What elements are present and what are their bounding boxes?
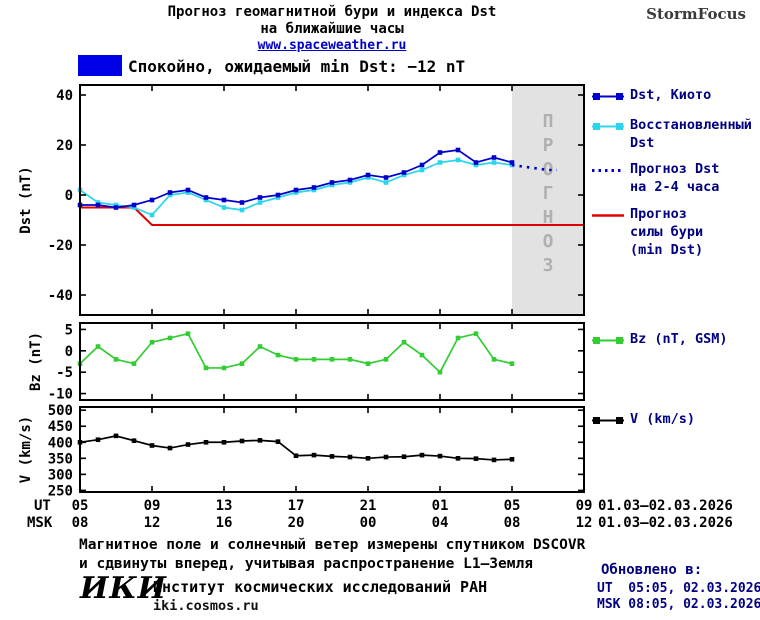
dscovr-note-line1: Магнитное поле и солнечный ветер измерен… [79, 537, 586, 553]
svg-text:450: 450 [48, 419, 73, 435]
svg-text:-40: -40 [48, 288, 73, 304]
storm-forecast-marker [592, 208, 624, 226]
svg-text:300: 300 [48, 467, 73, 483]
legend-storm-line2: силы бури [630, 224, 704, 240]
svg-text:20: 20 [288, 515, 305, 531]
updated-label: Обновлено в: [601, 562, 703, 578]
svg-text:О: О [543, 159, 554, 180]
svg-text:Н: Н [543, 207, 554, 228]
svg-text:40: 40 [56, 88, 73, 104]
svg-text:Р: Р [543, 135, 554, 156]
svg-text:350: 350 [48, 451, 73, 467]
page-subtitle: на ближайшие часы [260, 21, 404, 37]
svg-text:-20: -20 [48, 238, 73, 254]
svg-text:00: 00 [360, 515, 377, 531]
quiet-status-text: Спокойно, ожидаемый min Dst: −12 nT [128, 57, 466, 76]
legend-v-label: V (km/s) [630, 411, 696, 427]
iki-logo: ИКИ [80, 571, 167, 606]
svg-text:V (km/s): V (km/s) [18, 416, 34, 483]
updated-msk-time: MSK 08:05, 02.03.2026 [597, 597, 760, 612]
legend-forecast-dst-line2: на 2-4 часа [630, 179, 720, 195]
legend-storm-forecast: Прогноз силы бури (min Dst) [592, 205, 703, 259]
updated-ut-time: UT 05:05, 02.03.2026 [597, 581, 760, 596]
svg-text:400: 400 [48, 435, 73, 451]
spaceweather-link[interactable]: www.spaceweather.ru [257, 38, 407, 53]
svg-text:05: 05 [504, 498, 521, 514]
svg-text:16: 16 [216, 515, 233, 531]
svg-text:12: 12 [144, 515, 161, 531]
svg-text:0: 0 [65, 188, 73, 204]
legend-restored-line2: Dst [630, 135, 655, 151]
legend-dst-kyoto-label: Dst, Киото [630, 87, 712, 103]
v-marker [592, 413, 624, 431]
legend-bz: Bz (nT, GSM) [592, 330, 728, 351]
legend-dst-kyoto: Dst, Киото [592, 86, 711, 107]
bz-marker [592, 333, 624, 351]
brand-stormfocus: StormFocus [646, 5, 746, 23]
dst-kyoto-marker [592, 89, 624, 107]
svg-text:04: 04 [432, 515, 449, 531]
svg-text:21: 21 [360, 498, 377, 514]
legend-restored-dst: Восстановленный Dst [592, 116, 752, 152]
legend-v: V (km/s) [592, 410, 695, 431]
svg-text:Bz (nT): Bz (nT) [28, 332, 44, 391]
legend-storm-line3: (min Dst) [630, 242, 704, 258]
forecast-dst-marker [592, 163, 624, 181]
svg-text:-5: -5 [56, 365, 73, 381]
iki-site-link[interactable]: iki.cosmos.ru [153, 598, 259, 614]
restored-dst-marker [592, 119, 624, 137]
svg-text:З: З [543, 255, 554, 276]
legend-restored-line1: Восстановленный [630, 117, 752, 133]
svg-text:17: 17 [288, 498, 305, 514]
legend-bz-label: Bz (nT, GSM) [630, 331, 728, 347]
svg-text:О: О [543, 231, 554, 252]
legend-forecast-dst: Прогноз Dst на 2-4 часа [592, 160, 719, 196]
svg-text:05: 05 [72, 498, 89, 514]
svg-text:01: 01 [432, 498, 449, 514]
svg-text:01.03—02.03.2026: 01.03—02.03.2026 [598, 498, 733, 514]
svg-text:Dst (nT): Dst (nT) [18, 166, 34, 233]
svg-text:09: 09 [144, 498, 161, 514]
svg-text:01.03—02.03.2026: 01.03—02.03.2026 [598, 515, 733, 531]
quiet-status-swatch [78, 55, 122, 76]
svg-text:Г: Г [543, 183, 554, 204]
svg-text:-10: -10 [48, 387, 73, 403]
legend-forecast-dst-line1: Прогноз Dst [630, 161, 720, 177]
legend-storm-line1: Прогноз [630, 206, 687, 222]
svg-text:12: 12 [576, 515, 593, 531]
svg-text:08: 08 [504, 515, 521, 531]
svg-text:09: 09 [576, 498, 593, 514]
svg-text:MSK: MSK [27, 515, 53, 531]
svg-text:08: 08 [72, 515, 89, 531]
svg-text:0: 0 [65, 344, 73, 360]
svg-text:250: 250 [48, 483, 73, 499]
svg-text:UT: UT [34, 498, 51, 514]
dscovr-note-line2: и сдвинуты вперед, учитывая распростране… [79, 556, 533, 572]
svg-text:500: 500 [48, 403, 73, 419]
institute-name: Институт космических исследований РАН [153, 578, 488, 596]
page-title: Прогноз геомагнитной бури и индекса Dst [167, 4, 497, 20]
svg-text:13: 13 [216, 498, 233, 514]
svg-text:20: 20 [56, 138, 73, 154]
svg-text:5: 5 [65, 322, 73, 338]
svg-text:П: П [543, 111, 554, 132]
